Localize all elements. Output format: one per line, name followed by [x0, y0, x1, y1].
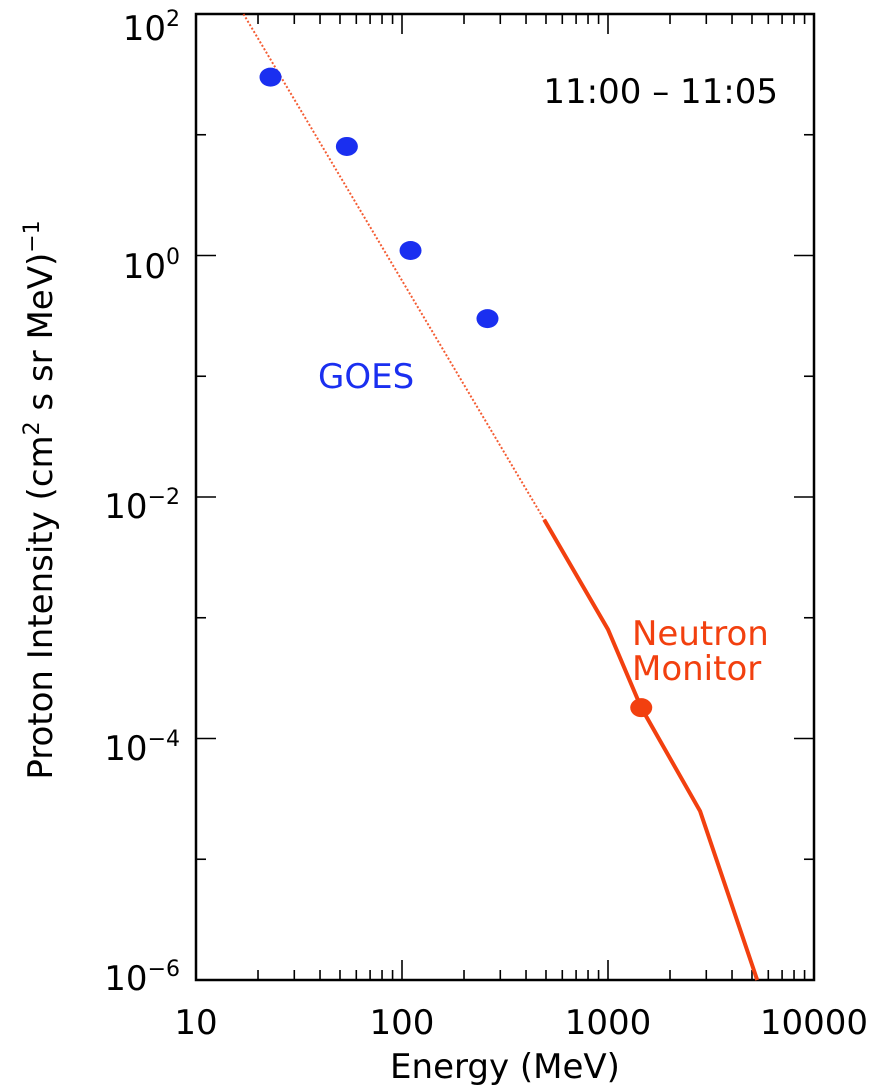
y-tick-label: 102 [123, 7, 180, 49]
tick-marks [195, 14, 814, 981]
time-range-label: 11:00 – 11:05 [543, 72, 778, 112]
x-tick-label: 100 [370, 1003, 435, 1043]
y-axis-title: Proton Intensity (cm2 s sr MeV)−1 [20, 220, 61, 779]
goes-data-point [259, 67, 282, 87]
plot-frame [194, 12, 816, 982]
neutron-monitor-label-line1: Neutron [632, 614, 769, 654]
y-tick-label: 100 [123, 245, 180, 287]
y-tick-label: 10−6 [104, 957, 180, 999]
x-tick-label: 10 [174, 1003, 217, 1043]
y-tick-labels: 102 100 10−2 10−4 10−6 [104, 7, 180, 999]
goes-data-point [399, 241, 422, 261]
goes-data-point [476, 309, 499, 329]
neutron-monitor-label-line2: Monitor [632, 649, 761, 689]
y-tick-label: 10−4 [104, 727, 180, 769]
y-tick-label: 10−2 [104, 485, 180, 527]
neutron-monitor-data-point [630, 698, 653, 718]
extrapolated-fit-line [242, 13, 546, 521]
x-tick-label: 1000 [565, 1003, 652, 1043]
neutron-monitor-fit-line [542, 518, 760, 981]
goes-series-label: GOES [318, 357, 414, 397]
x-axis-title: Energy (MeV) [390, 1047, 620, 1087]
data-layer [242, 13, 760, 981]
x-tick-label: 10000 [760, 1003, 868, 1043]
x-tick-labels: 10 100 1000 10000 [174, 1003, 868, 1043]
goes-data-point [335, 136, 358, 156]
